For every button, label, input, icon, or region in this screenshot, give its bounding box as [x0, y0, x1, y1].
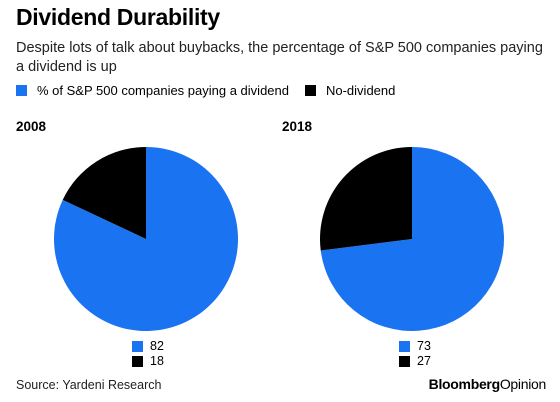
source-note: Source: Yardeni Research [16, 378, 162, 392]
pie-2008 [53, 147, 239, 331]
value-label: 27 [417, 354, 431, 368]
value-label: 18 [150, 354, 164, 368]
value-swatch-dividend [132, 341, 143, 352]
value-swatch-dividend [399, 341, 410, 352]
brand-regular: Opinion [499, 376, 546, 392]
brand-bold: Bloomberg [428, 376, 501, 392]
chart-title: Dividend Durability [16, 4, 220, 30]
pie-values-2018: 73 27 [399, 339, 431, 369]
value-swatch-no-dividend [132, 356, 143, 367]
value-row: 27 [399, 354, 431, 369]
legend-item-no-dividend: No-dividend [304, 83, 396, 98]
legend-swatch-dividend [16, 85, 27, 96]
pie-slice-no-dividend [62, 147, 146, 239]
pie-2018 [319, 147, 504, 331]
pie-values-2008: 82 18 [132, 339, 164, 369]
legend: % of S&P 500 companies paying a dividend… [16, 83, 411, 98]
value-row: 18 [132, 354, 164, 369]
pie-slice-no-dividend [319, 147, 412, 251]
chart-subtitle: Despite lots of talk about buybacks, the… [16, 40, 543, 75]
bloomberg-opinion-logo: BloombergOpinion [428, 376, 547, 392]
value-row: 73 [399, 339, 431, 354]
value-label: 82 [150, 339, 164, 353]
pie-title-2018: 2018 [282, 119, 313, 134]
value-row: 82 [132, 339, 164, 354]
pie-title-2008: 2008 [16, 119, 47, 134]
legend-swatch-no-dividend [304, 85, 316, 96]
pie-slice-dividend [320, 147, 504, 331]
value-swatch-no-dividend [399, 356, 410, 367]
legend-item-dividend: % of S&P 500 companies paying a dividend [16, 83, 289, 98]
legend-label-no-dividend: No-dividend [325, 83, 396, 98]
value-label: 73 [417, 339, 431, 353]
legend-label-dividend: % of S&P 500 companies paying a dividend [37, 83, 289, 98]
